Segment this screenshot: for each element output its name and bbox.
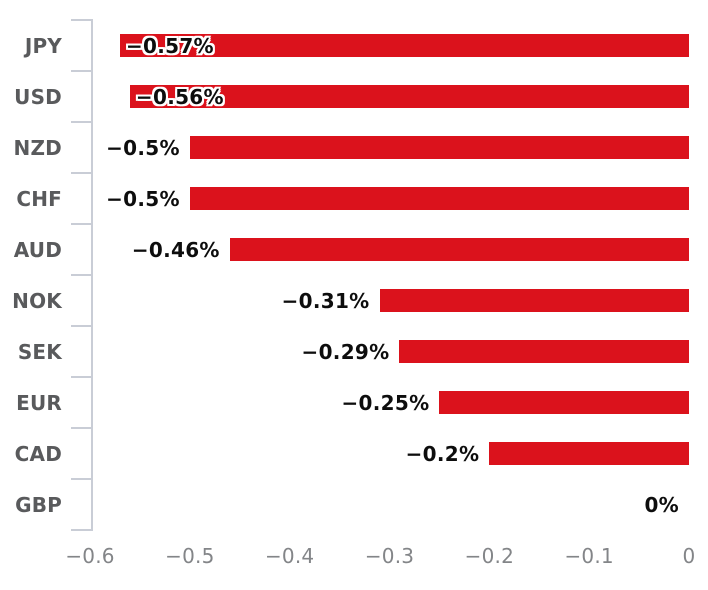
bar-nzd (189, 136, 689, 159)
value-label-eur: −0.25% (341, 390, 430, 415)
x-tick-label: −0.6 (65, 544, 115, 568)
x-tick-label: −0.3 (364, 544, 415, 568)
y-axis-tick (71, 427, 93, 429)
value-label-nok: −0.31% (281, 288, 370, 313)
y-axis-tick (71, 19, 93, 21)
y-axis-tick (71, 172, 93, 174)
bar-nok (379, 289, 689, 312)
value-label-sek: −0.29% (301, 339, 390, 364)
x-tick-label: −0.4 (264, 544, 315, 568)
x-tick-label: −0.2 (464, 544, 515, 568)
y-axis-tick (71, 325, 93, 327)
y-axis-tick (71, 478, 93, 480)
category-label-sek: SEK (17, 339, 62, 364)
category-label-aud: AUD (13, 237, 62, 262)
category-label-eur: EUR (16, 390, 62, 415)
bar-aud (229, 238, 689, 261)
category-label-usd: USD (14, 84, 62, 109)
category-label-cad: CAD (14, 441, 62, 466)
value-label-gbp: 0% (644, 492, 679, 517)
value-label-nzd: −0.5% (106, 135, 180, 160)
x-tick-label: −0.5 (165, 544, 215, 568)
category-label-gbp: GBP (15, 492, 62, 517)
value-label-chf: −0.5% (106, 186, 180, 211)
bar-sek (399, 340, 689, 363)
y-axis-tick (71, 376, 93, 378)
bar-eur (439, 391, 689, 414)
category-label-nzd: NZD (13, 135, 62, 160)
bar-cad (489, 442, 689, 465)
y-axis-tick (71, 529, 93, 531)
y-axis-tick (71, 70, 93, 72)
bar-chf (189, 187, 689, 210)
y-axis-tick (71, 274, 93, 276)
x-tick-label: −0.1 (564, 544, 614, 568)
value-label-aud: −0.46% (131, 237, 220, 262)
x-tick-label: 0 (682, 544, 696, 568)
category-label-jpy: JPY (24, 33, 62, 58)
value-label-cad: −0.2% (405, 441, 480, 466)
value-label-jpy: −0.57% (125, 33, 214, 58)
y-axis-tick (71, 121, 93, 123)
bar-jpy (119, 34, 689, 57)
bar-usd (129, 85, 689, 108)
category-label-chf: CHF (16, 186, 62, 211)
y-axis-tick (71, 223, 93, 225)
category-label-nok: NOK (12, 288, 62, 313)
value-label-usd: −0.56% (135, 84, 224, 109)
